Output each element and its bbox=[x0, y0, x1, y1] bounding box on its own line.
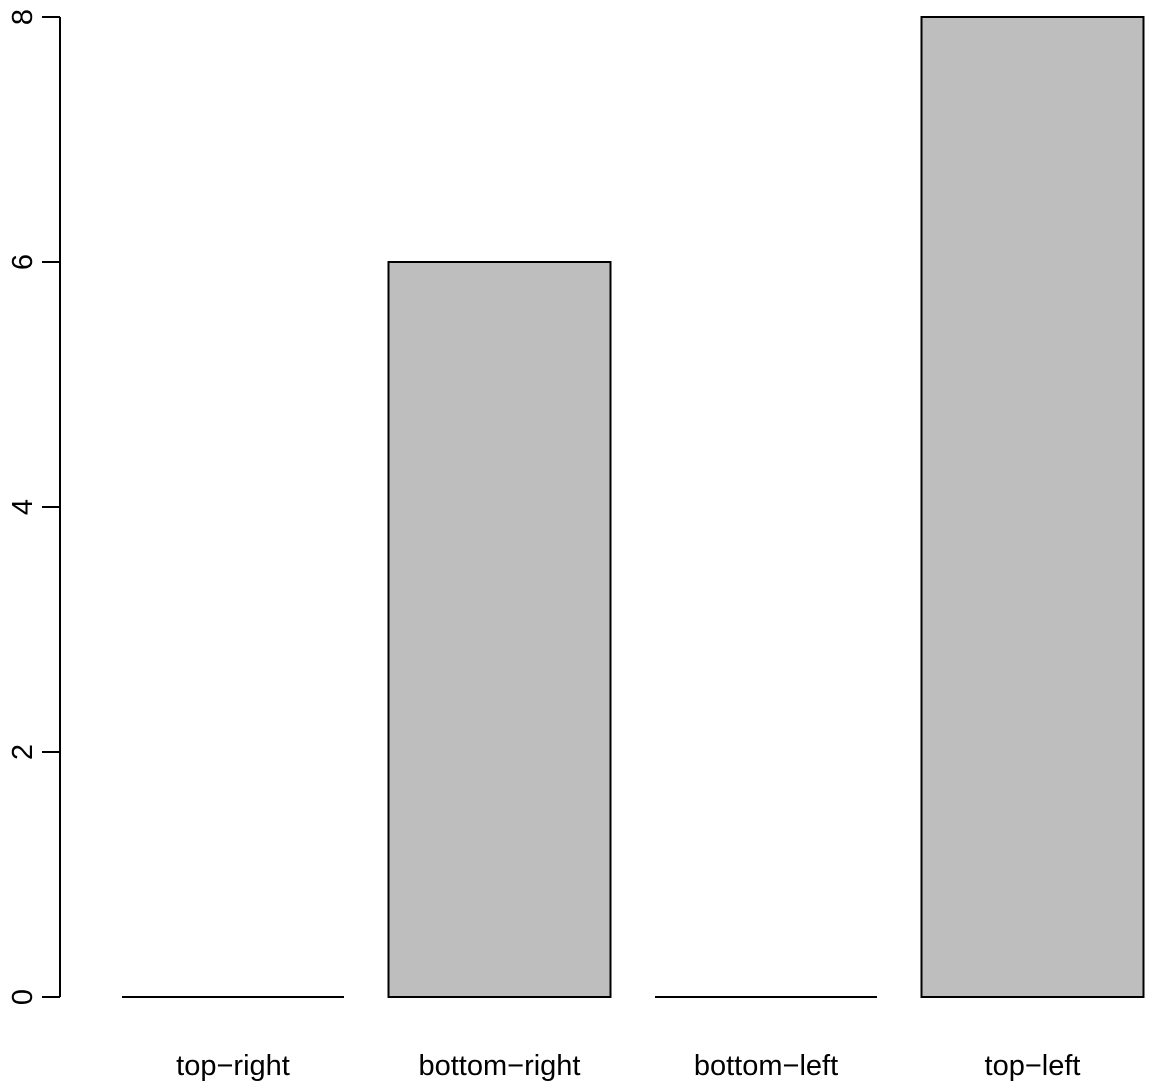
x-category-label: top−left bbox=[985, 1050, 1081, 1082]
x-category-label: bottom−right bbox=[418, 1050, 580, 1082]
y-tick-label: 2 bbox=[7, 744, 39, 760]
x-category-label: top−right bbox=[176, 1050, 290, 1082]
y-axis: 0 2 4 6 8 bbox=[7, 9, 61, 1005]
bar bbox=[387, 261, 612, 998]
bars bbox=[122, 16, 1145, 998]
y-tick-label: 6 bbox=[7, 254, 39, 270]
x-category-label: bottom−left bbox=[694, 1050, 838, 1082]
y-tick-label: 8 bbox=[7, 9, 39, 25]
x-axis-labels: top−right bottom−right bottom−left top−left bbox=[176, 1050, 1080, 1082]
y-tick-label: 0 bbox=[7, 989, 39, 1005]
bar bbox=[920, 16, 1145, 998]
y-tick-label: 4 bbox=[7, 499, 39, 515]
